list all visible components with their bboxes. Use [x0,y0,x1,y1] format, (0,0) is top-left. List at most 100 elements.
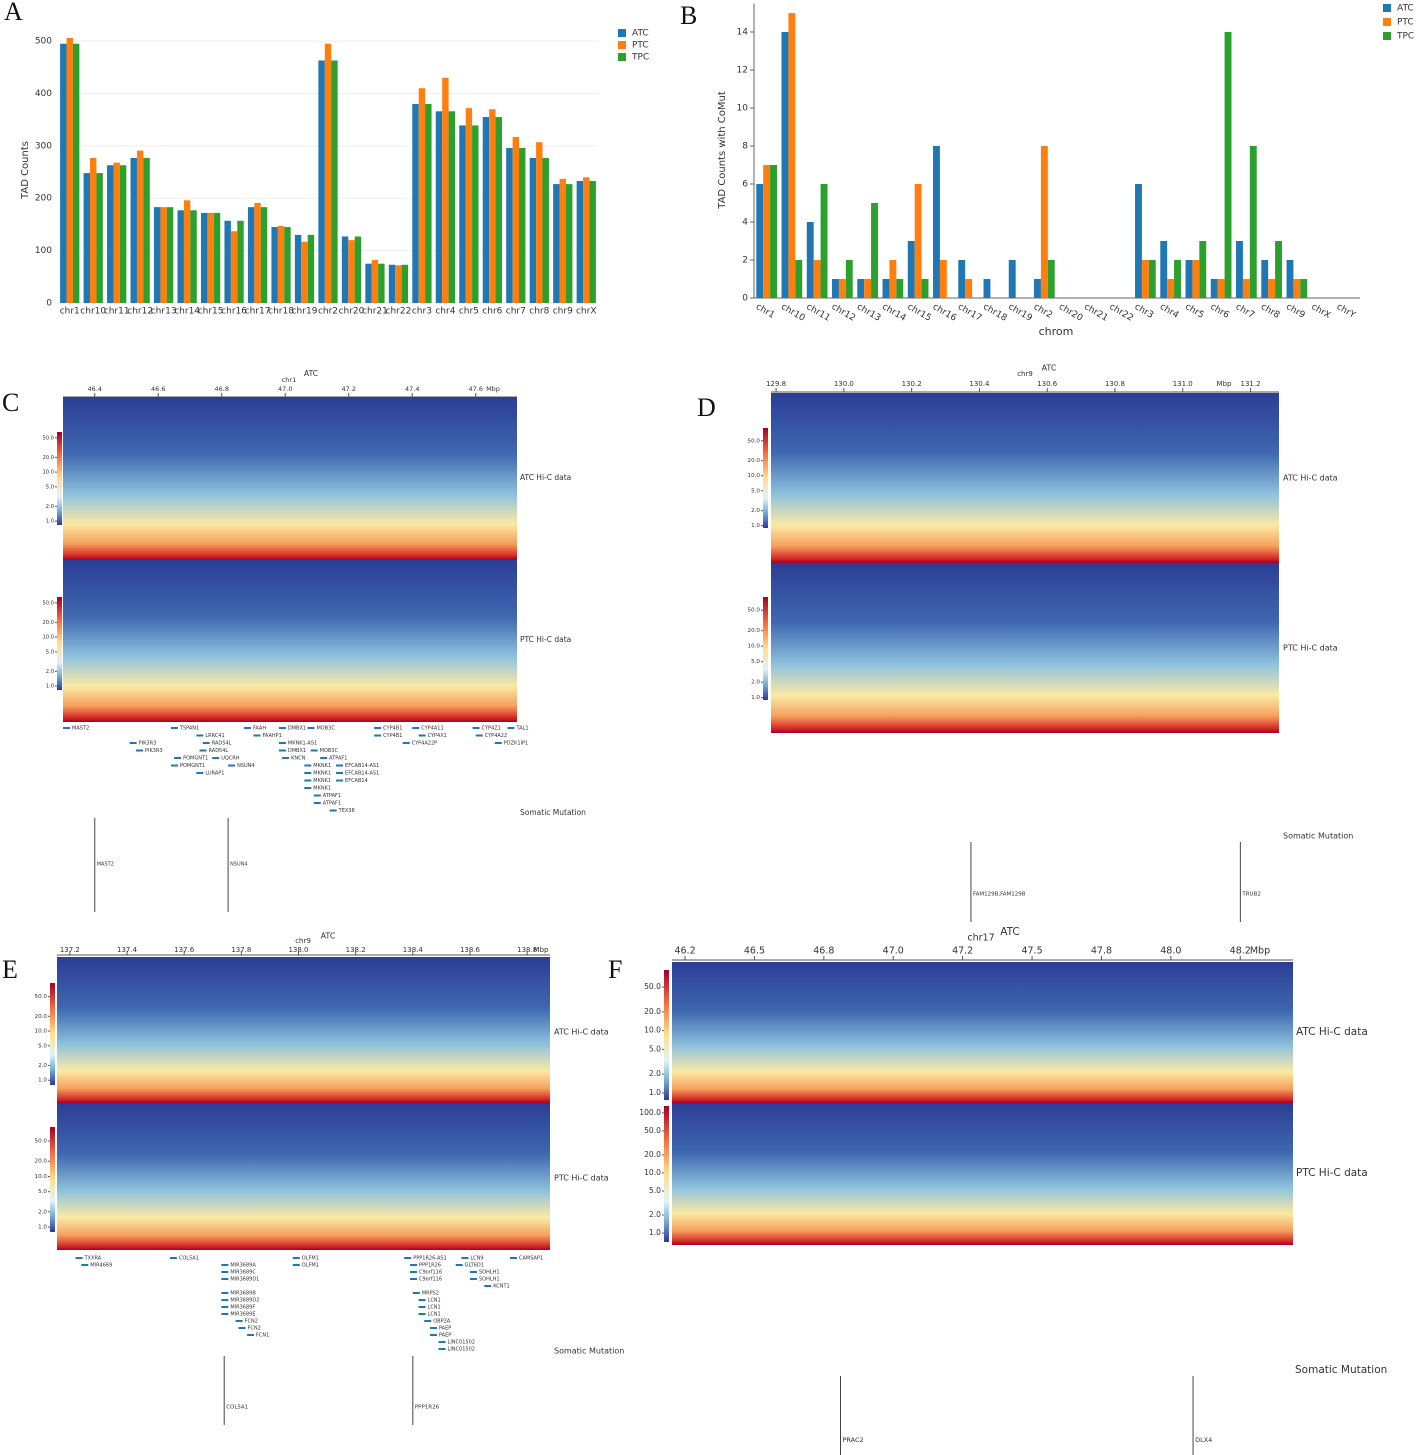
mutation-label: COL5A1 [226,1405,248,1411]
bar [857,279,865,298]
gene-label: LRRC41 [205,733,224,739]
bar [889,260,897,298]
gene-label: PPP1R26 [419,1263,441,1269]
gene-label: CYP4A22P [412,741,437,747]
bar [519,147,526,303]
x-tick-label: chr5 [1183,302,1205,321]
gene-label: FAAHP1 [262,733,281,739]
gene-label: MOB3C [320,748,339,754]
legend-label: PTC [1397,18,1414,28]
x-tick-label: chr20 [1057,302,1085,324]
panel-title: ATC [1000,926,1020,938]
colorbar-tick-label: 50.0 [644,982,661,991]
bar [795,260,803,298]
bar [90,157,97,303]
colorbar-tick-label: 5.0 [46,484,54,490]
bar [1224,32,1232,298]
gene-label: KCNT1 [493,1284,509,1290]
bar [301,241,308,303]
gene-label: TSPAN1 [179,726,199,732]
gene-label: EFCAB14-AS1 [345,763,379,769]
colorbar-tick-label: 50.0 [644,1126,661,1135]
panel-title: ATC [321,932,336,941]
x-tick-label: 138.2 [346,946,366,954]
mutation-label: PRAC2 [843,1436,864,1444]
x-tick-label: chrX [1309,302,1332,321]
legend-label: ATC [1397,4,1414,14]
gene-label: MKNK1 [313,786,331,792]
y-tick-label: 300 [35,141,52,151]
colorbar-tick-label: 20.0 [644,1150,661,1159]
x-tick-label: chr21 [362,307,388,317]
hic-heatmap [771,563,1279,733]
colorbar-tick-label: 1.0 [46,684,54,690]
unit-label: Mbp [486,385,500,393]
legend-swatch [1383,4,1391,12]
x-tick-label: chr22 [386,307,412,317]
track-label: PTC Hi-C data [520,635,571,644]
x-tick-label: 129.8 [766,380,786,388]
colorbar-tick-label: 50.0 [35,994,48,1000]
gene-label: PIK3R3 [139,741,157,747]
bar [921,279,929,298]
x-tick-label: chr11 [804,302,831,324]
bar [1040,146,1048,298]
bar [177,210,184,303]
bar [864,279,872,298]
colorbar-tick-label: 10.0 [42,470,54,476]
bar [395,265,402,303]
bar [1199,241,1207,298]
bar [230,231,238,303]
x-tick-label: 138.0 [288,946,308,954]
bar [200,212,208,303]
x-tick-label: chrX [576,307,597,317]
x-tick-label: chr17 [245,307,271,317]
colorbar-tick-label: 2.0 [751,680,760,686]
colorbar-tick-label: 5.0 [751,488,760,494]
y-tick-label: 14 [737,28,749,38]
gene-label: C9orf116 [419,1277,442,1283]
colorbar-tick-label: 1.0 [46,519,54,525]
x-tick-label: 47.5 [1021,946,1042,957]
bar [1300,279,1308,298]
bar [354,236,362,303]
bar [1242,279,1250,298]
y-tick-label: 100 [35,246,52,256]
gene-label: MIR3689D1 [230,1277,259,1283]
bar [781,32,789,298]
bar [271,227,278,303]
colorbar-tick-label: 20.0 [42,455,54,461]
legend-swatch [1383,32,1391,40]
x-tick-label: chr13 [855,302,882,324]
colorbar-tick-label: 2.0 [751,508,760,514]
bar [318,60,325,303]
bar [763,165,771,298]
gene-label: SOHLH1 [479,1270,500,1276]
bar [143,157,150,303]
track-label: ATC Hi-C data [520,473,571,482]
gene-label: MIR3689C [230,1270,256,1276]
bar [820,184,828,298]
x-tick-label: 137.6 [174,946,195,954]
bar [130,157,137,303]
x-tick-label: 131.2 [1241,380,1261,388]
bar [536,142,543,303]
colorbar-tick-label: 50.0 [748,438,761,444]
panel-letter: B [680,1,697,30]
gene-label: MOB3C [316,726,335,732]
x-tick-label: chr6 [482,307,502,317]
gene-label: MRPS2 [422,1291,439,1297]
x-tick-label: chrY [1335,302,1358,321]
x-tick-label: chr22 [1107,302,1134,324]
panel-letter: C [2,388,19,417]
colorbar-tick-label: 20.0 [35,1159,48,1165]
x-tick-label: 48.0 [1160,946,1181,957]
bar [589,180,596,303]
track-label: PTC Hi-C data [1283,644,1338,653]
bar [425,103,432,303]
y-tick-label: 500 [35,37,52,47]
bar [1210,279,1218,298]
bar [448,111,456,304]
bar [401,264,409,303]
gene-label: MKNK1-AS1 [288,741,317,747]
